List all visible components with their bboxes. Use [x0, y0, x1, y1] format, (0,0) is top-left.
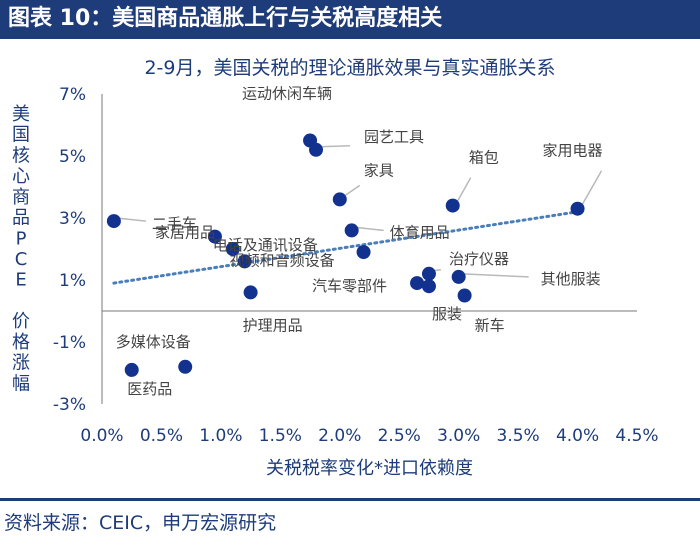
data-point — [124, 362, 139, 377]
y-tick-label: -1% — [53, 333, 86, 353]
y-axis-label: 美国核心商品 P C E 价格涨幅 — [12, 104, 30, 394]
leader-line — [319, 145, 351, 148]
point-label: 服装 — [432, 305, 462, 323]
data-point — [570, 201, 585, 216]
data-point — [332, 192, 347, 207]
x-tick-label: 1.5% — [259, 426, 302, 446]
point-label: 运动休闲车辆 — [242, 85, 332, 103]
leader-line — [462, 273, 529, 278]
point-label: 多媒体设备 — [116, 333, 191, 351]
data-point — [207, 229, 222, 244]
point-label: 家用电器 — [543, 142, 603, 160]
x-tick-label: 3.5% — [497, 426, 540, 446]
footer-rule — [0, 498, 700, 501]
data-point — [445, 198, 460, 213]
point-label: 汽车零部件 — [312, 277, 387, 295]
x-tick-label: 0.5% — [140, 426, 183, 446]
data-point — [237, 254, 252, 269]
data-point — [243, 285, 258, 300]
chart-title: 2-9月，美国关税的理论通胀效果与真实通胀关系 — [144, 57, 556, 79]
y-tick-label: -3% — [53, 395, 86, 415]
data-point — [410, 276, 425, 291]
leader-line — [580, 170, 603, 207]
data-point — [457, 288, 472, 303]
x-tick-label: 0.0% — [80, 426, 123, 446]
leader-line — [456, 177, 472, 203]
data-point — [106, 214, 121, 229]
point-label: 其他服装 — [541, 270, 601, 288]
point-label: 医药品 — [127, 380, 172, 398]
y-tick-label: 1% — [59, 271, 86, 291]
header-bar — [0, 0, 700, 39]
data-point — [309, 142, 323, 157]
trendline — [112, 210, 580, 285]
x-axis-label: 关税税率变化*进口依赖度 — [266, 458, 473, 479]
point-label: 家具 — [364, 161, 394, 179]
point-label: 视频和音频设备 — [230, 251, 335, 269]
point-label: 家居用品 — [155, 224, 215, 242]
x-tick-label: 4.0% — [556, 426, 599, 446]
source-note: 资料来源：CEIC，申万宏源研究 — [4, 512, 277, 534]
leader-line — [355, 226, 384, 232]
leader-lines — [117, 145, 603, 278]
point-label: 箱包 — [469, 149, 499, 167]
x-tick-label: 2.5% — [378, 426, 421, 446]
data-point — [178, 359, 193, 374]
chart-axes: 0.0% 0.5% 1.0% 1.5% 2.0% 2.5% 3.0% 3.5% 4.0% 4.5%… — [12, 85, 659, 446]
x-tick-label: 3.0% — [437, 426, 480, 446]
x-tick-label: 2.0% — [318, 426, 361, 446]
data-point — [344, 223, 359, 238]
data-point — [421, 279, 436, 294]
leader-line — [343, 184, 361, 198]
trendline-path — [112, 210, 580, 285]
leader-line — [117, 217, 146, 222]
x-tick-label: 4.5% — [615, 426, 658, 446]
point-label: 园艺工具 — [364, 128, 424, 146]
data-point — [451, 269, 466, 284]
point-label: 护理用品 — [243, 316, 303, 334]
point-label: 新车 — [475, 317, 505, 335]
y-tick-label: 5% — [59, 147, 86, 167]
page-title: 图表 10：美国商品通胀上行与关税高度相关 — [8, 6, 443, 31]
point-label: 治疗仪器 — [449, 250, 509, 268]
x-tick-label: 1.0% — [199, 426, 242, 446]
point-label: 电话及通讯设备 — [213, 236, 318, 254]
data-point — [356, 245, 371, 260]
data-points — [106, 133, 585, 377]
data-point — [225, 242, 240, 256]
y-tick-label: 3% — [59, 209, 86, 229]
data-point — [421, 266, 436, 281]
point-label: 二手车 — [152, 215, 197, 233]
y-tick-label: 7% — [59, 85, 86, 105]
point-label: 体育用品 — [390, 223, 450, 241]
